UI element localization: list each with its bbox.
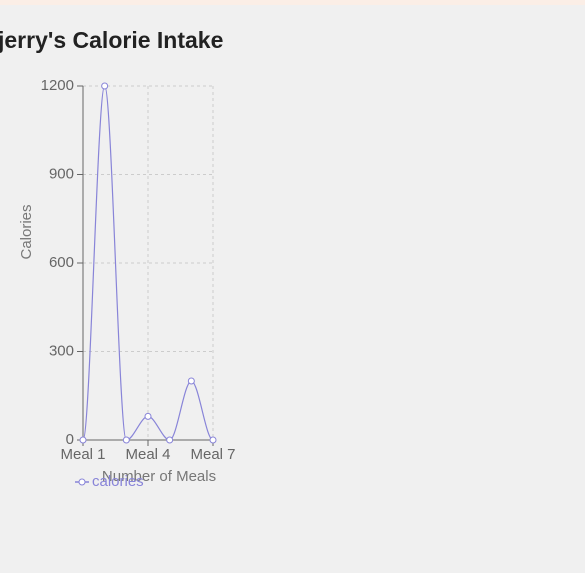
- y-tick-label: 1200: [41, 77, 74, 94]
- point: [187, 377, 195, 385]
- x-tick-label: Meal 1: [60, 446, 105, 463]
- y-tick-label: 0: [66, 431, 74, 448]
- point: [101, 82, 109, 90]
- point: [122, 436, 130, 444]
- y-axis-label: Calories: [18, 204, 35, 259]
- point: [209, 436, 217, 444]
- x-axis-label: Number of Meals: [102, 468, 216, 485]
- y-tick-label: 600: [49, 254, 74, 271]
- legend-icon-point: [78, 478, 86, 486]
- top-border: [0, 0, 585, 5]
- point: [166, 436, 174, 444]
- legend-label: calories: [92, 473, 144, 490]
- point: [79, 436, 87, 444]
- point: [144, 412, 152, 420]
- y-tick-label: 900: [49, 165, 74, 182]
- chart-title: jerry's Calorie Intake: [0, 27, 223, 53]
- y-tick-label: 300: [49, 342, 74, 359]
- x-tick-label: Meal 4: [125, 446, 170, 463]
- x-tick-label: Meal 7: [190, 446, 235, 463]
